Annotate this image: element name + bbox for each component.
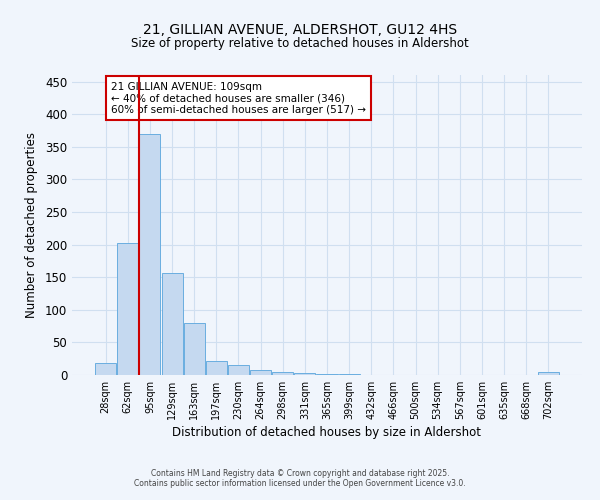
Bar xyxy=(538,372,559,375)
Bar xyxy=(316,374,338,375)
Text: Contains HM Land Registry data © Crown copyright and database right 2025.: Contains HM Land Registry data © Crown c… xyxy=(151,468,449,477)
Bar xyxy=(206,360,227,375)
Bar xyxy=(272,372,293,375)
Bar xyxy=(95,364,116,375)
Bar xyxy=(184,323,205,375)
Bar xyxy=(118,244,139,375)
Text: 21 GILLIAN AVENUE: 109sqm
← 40% of detached houses are smaller (346)
60% of semi: 21 GILLIAN AVENUE: 109sqm ← 40% of detac… xyxy=(111,82,366,114)
Bar xyxy=(295,373,316,375)
Bar xyxy=(338,374,359,375)
Bar xyxy=(139,134,160,375)
Bar xyxy=(228,365,249,375)
Text: Size of property relative to detached houses in Aldershot: Size of property relative to detached ho… xyxy=(131,38,469,51)
Text: Contains public sector information licensed under the Open Government Licence v3: Contains public sector information licen… xyxy=(134,478,466,488)
Bar xyxy=(250,370,271,375)
Y-axis label: Number of detached properties: Number of detached properties xyxy=(25,132,38,318)
X-axis label: Distribution of detached houses by size in Aldershot: Distribution of detached houses by size … xyxy=(173,426,482,439)
Text: 21, GILLIAN AVENUE, ALDERSHOT, GU12 4HS: 21, GILLIAN AVENUE, ALDERSHOT, GU12 4HS xyxy=(143,22,457,36)
Bar xyxy=(161,272,182,375)
